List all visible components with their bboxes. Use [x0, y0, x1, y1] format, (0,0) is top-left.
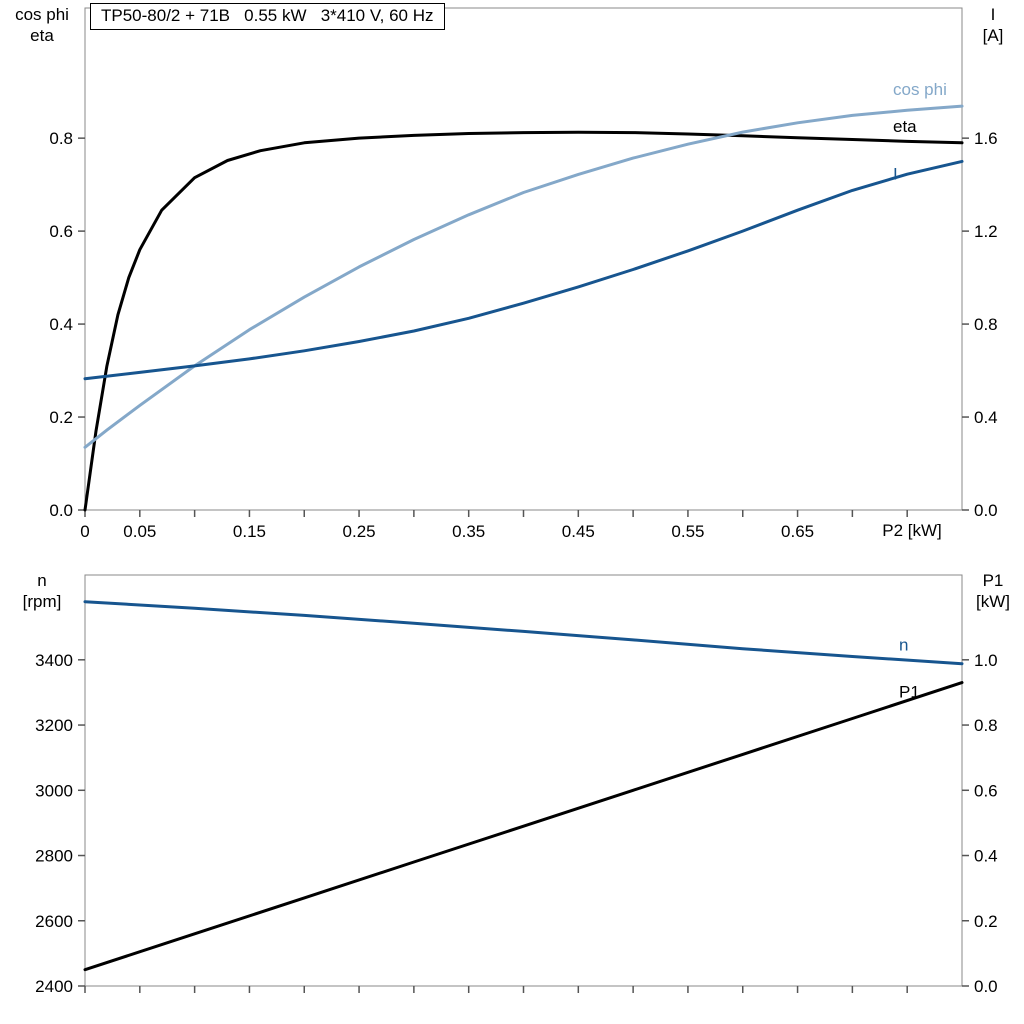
p1-axis-unit: [kW] [976, 592, 1010, 611]
right-tick-label: 0.8 [974, 315, 998, 334]
curve-cos-phi [83, 104, 964, 449]
left-tick-label: 3000 [35, 781, 73, 800]
current-axis-unit: [A] [982, 26, 1004, 45]
left-tick-label: 3400 [35, 651, 73, 670]
curve-P1 [83, 681, 964, 972]
left-tick-label: 2400 [35, 977, 73, 996]
top-chart-right-axis-title: I [A] [964, 4, 1022, 46]
left-tick-label: 0.8 [49, 129, 73, 148]
right-tick-label: 0.0 [974, 977, 998, 996]
speed-axis-label: n [37, 571, 47, 590]
right-tick-label: 0.8 [974, 716, 998, 735]
left-tick-label: 0.4 [49, 315, 73, 334]
left-tick-label: 3200 [35, 716, 73, 735]
right-tick-label: 0.0 [974, 501, 998, 520]
right-tick-label: 1.6 [974, 129, 998, 148]
x-tick-label: 0.45 [562, 522, 595, 541]
curve-label-n: n [899, 636, 908, 655]
left-tick-label: 0.6 [49, 222, 73, 241]
x-tick-label: 0 [80, 522, 89, 541]
x-tick-label: 0.15 [233, 522, 266, 541]
curve-label-I: I [893, 164, 898, 183]
plot-border [84, 7, 963, 511]
curve-n [83, 600, 964, 666]
right-tick-label: 1.0 [974, 651, 998, 670]
plot-border [84, 574, 963, 987]
speed-axis-unit: [rpm] [22, 592, 62, 611]
x-tick-label: 0.25 [343, 522, 376, 541]
top-chart-left-axis-title: cos phi eta [0, 4, 84, 46]
left-tick-label: 2600 [35, 912, 73, 931]
bottom-chart-left-axis-title: n [rpm] [0, 570, 84, 612]
x-tick-label: 0.55 [671, 522, 704, 541]
right-tick-label: 0.4 [974, 408, 998, 427]
x-tick-label: 0.05 [123, 522, 156, 541]
curve-eta [83, 130, 964, 512]
curve-I [83, 159, 964, 381]
bottom-chart-right-axis-title: P1 [kW] [962, 570, 1024, 612]
curve-label-eta: eta [893, 117, 917, 136]
curve-label-cos-phi: cos phi [893, 80, 947, 99]
left-tick-label: 0.2 [49, 408, 73, 427]
p2-axis-title: P2 [kW] [882, 521, 942, 540]
p1-axis-label: P1 [982, 571, 1004, 590]
x-tick-label: 0.35 [452, 522, 485, 541]
eta-axis-label: eta [30, 26, 54, 45]
curve-label-P1: P1 [899, 683, 920, 702]
right-tick-label: 0.4 [974, 847, 998, 866]
current-axis-label: I [990, 5, 996, 24]
cos-phi-axis-label: cos phi [15, 5, 69, 24]
chart-title-box: TP50-80/2 + 71B 0.55 kW 3*410 V, 60 Hz [90, 3, 445, 30]
right-tick-label: 1.2 [974, 222, 998, 241]
right-tick-label: 0.2 [974, 912, 998, 931]
left-tick-label: 0.0 [49, 501, 73, 520]
x-tick-label: 0.65 [781, 522, 814, 541]
left-tick-label: 2800 [35, 847, 73, 866]
right-tick-label: 0.6 [974, 781, 998, 800]
